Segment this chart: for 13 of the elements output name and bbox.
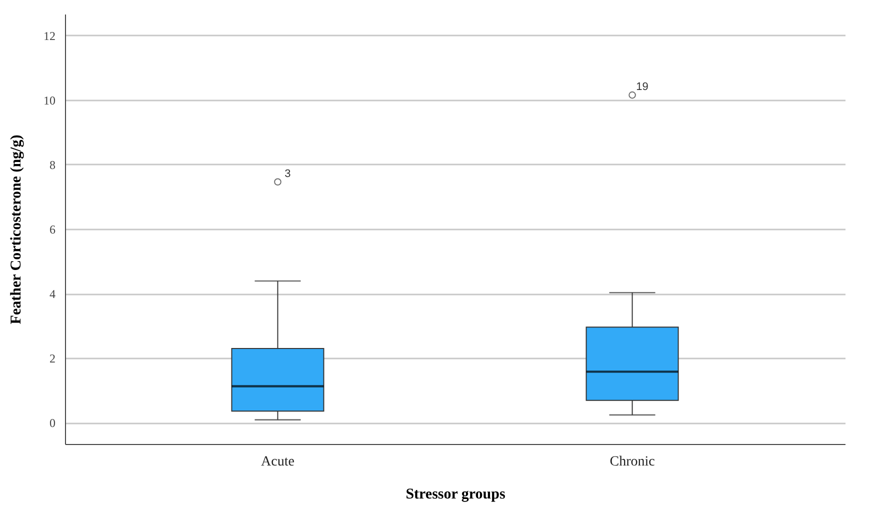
y-tick-label: 6: [50, 222, 56, 236]
y-tick-label: 4: [50, 287, 56, 302]
x-tick-label: Chronic: [610, 454, 655, 470]
y-tick-label: 10: [44, 93, 56, 108]
x-axis-title: Stressor groups: [406, 486, 506, 502]
y-tick-label: 2: [50, 352, 56, 366]
x-tick-label: Acute: [261, 454, 294, 470]
annotation: 19: [636, 81, 648, 94]
y-tick-label: 8: [50, 158, 56, 172]
y-tick-label: 0: [50, 416, 56, 430]
annotation: 3: [284, 168, 291, 180]
y-tick-label: 12: [44, 28, 56, 43]
y-axis-title: Feather Corticosterone (ng/g): [8, 134, 24, 324]
